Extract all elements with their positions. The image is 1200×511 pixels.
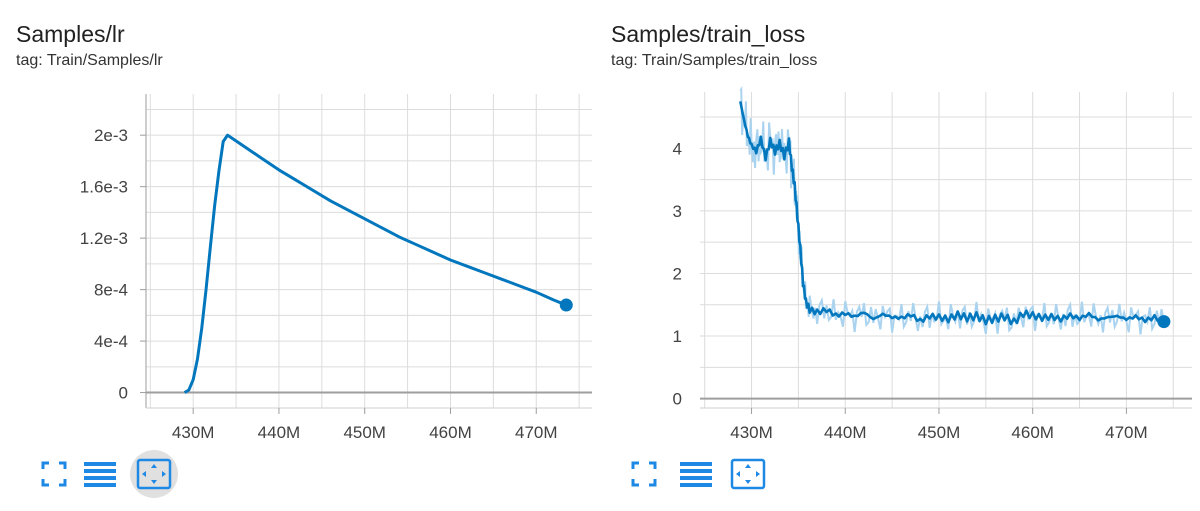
x-tick-label: 430M [172,423,215,440]
x-tick-label: 450M [918,423,961,440]
toggle-log-scale-button[interactable] [672,450,720,498]
fit-domain-button[interactable] [130,450,178,498]
x-tick-label: 450M [343,423,386,440]
series-line [739,101,1165,326]
fullscreen-icon [631,461,657,487]
series-line [183,133,567,394]
y-tick-label: 0 [673,390,682,409]
card-tag: tag: Train/Samples/lr [16,52,163,69]
fit-to-data-icon [136,458,172,490]
series-endpoint-dot [559,298,573,312]
fullscreen-icon [41,461,67,487]
y-tick-label: 0 [119,384,128,403]
toggle-log-scale-button[interactable] [76,450,124,498]
y-tick-label: 8e-4 [94,281,128,300]
y-tick-label: 4e-4 [94,332,128,351]
grid-lines [700,92,1192,408]
x-tick-label: 470M [515,423,558,440]
y-tick-label: 2e-3 [94,126,128,145]
train-loss-chart[interactable]: 0 1 2 3 4 430M 440M 450M 460M 470M [600,0,1200,440]
y-tick-label: 1 [673,327,682,346]
y-tick-label: 3 [673,202,682,221]
x-tick-label: 440M [258,423,301,440]
card-samples-train-loss: Samples/train_loss tag: Train/Samples/tr… [600,0,1200,511]
fit-domain-button[interactable] [724,450,772,498]
x-tick-label: 430M [730,423,773,440]
x-tick-label: 470M [1105,423,1148,440]
x-tick-label: 460M [429,423,472,440]
card-title: Samples/train_loss [611,21,806,47]
fullscreen-button[interactable] [620,450,668,498]
y-tick-label: 2 [673,264,682,283]
grid-lines [146,94,592,408]
y-tick-label: 1.2e-3 [80,229,128,248]
lr-chart[interactable]: 0 4e-4 8e-4 1.2e-3 1.6e-3 2e-3 430M 440M 450M 460… [0,0,600,440]
card-tag: tag: Train/Samples/train_loss [611,52,818,69]
list-lines-icon [680,462,712,487]
fit-to-data-icon [730,458,766,490]
card-samples-lr: Samples/lr tag: Train/Samples/lr 0 4e-4 8e… [0,0,600,498]
list-lines-icon [84,462,116,487]
y-tick-label: 1.6e-3 [80,178,128,197]
card-title: Samples/lr [16,21,125,47]
x-tick-label: 460M [1011,423,1054,440]
fullscreen-button[interactable] [30,450,78,498]
series-endpoint-dot [1157,315,1171,329]
x-tick-label: 440M [824,423,867,440]
y-tick-label: 4 [673,139,682,158]
